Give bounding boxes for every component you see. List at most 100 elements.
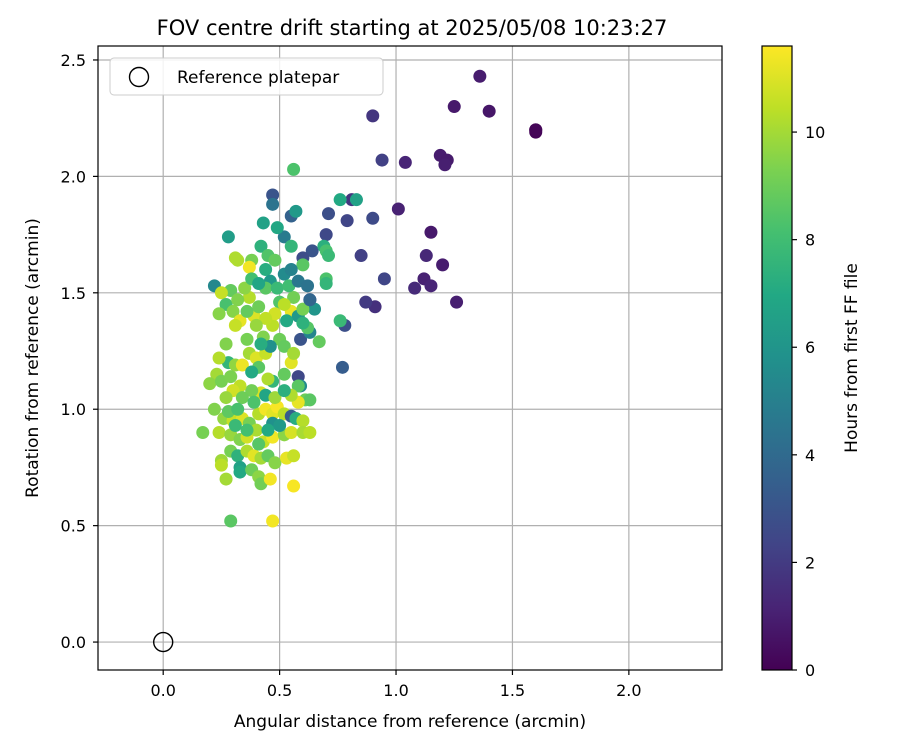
data-point [254, 337, 268, 351]
x-axis-label: Angular distance from reference (arcmin) [234, 712, 586, 732]
legend-marker-open-circle [128, 66, 150, 88]
data-point [438, 158, 452, 172]
data-point [375, 153, 389, 167]
y-tick-label: 2.0 [61, 167, 86, 186]
data-point [419, 249, 433, 263]
colorbar [761, 45, 793, 671]
data-point [207, 402, 221, 416]
data-point [249, 318, 263, 332]
data-point [231, 293, 245, 307]
data-point [252, 300, 266, 314]
data-point [312, 335, 326, 349]
data-point [263, 472, 277, 486]
y-axis-ticks: 0.0 0.5 1.0 1.5 2.0 2.5 [61, 51, 98, 652]
data-point [450, 295, 464, 309]
data-point [233, 465, 247, 479]
data-point [296, 302, 310, 316]
data-point [294, 332, 308, 346]
data-point [284, 239, 298, 253]
data-point [322, 207, 336, 221]
data-point [224, 370, 238, 384]
data-point [359, 295, 373, 309]
data-point [228, 419, 242, 433]
data-point [221, 230, 235, 244]
data-point [280, 314, 294, 328]
data-point [212, 426, 226, 440]
grid-lines [98, 46, 722, 670]
data-point [287, 162, 301, 176]
data-point [333, 193, 347, 207]
data-point [245, 384, 259, 398]
data-point [235, 391, 249, 405]
data-point [284, 263, 298, 277]
data-point [377, 272, 391, 286]
data-point [305, 244, 319, 258]
data-point [284, 426, 298, 440]
data-point [287, 290, 301, 304]
data-point [226, 304, 240, 318]
data-point [228, 251, 242, 265]
data-point [303, 393, 317, 407]
data-point [277, 367, 291, 381]
data-point [287, 449, 301, 463]
data-point [240, 332, 254, 346]
data-point [366, 109, 380, 123]
colorbar-ticks: 0 2 4 6 8 10 [792, 123, 825, 680]
data-point [240, 423, 254, 437]
colorbar-tick-label: 6 [805, 338, 815, 357]
reference-marker [152, 631, 174, 653]
data-point [224, 514, 238, 528]
data-point [212, 351, 226, 365]
data-point [212, 307, 226, 321]
data-point [349, 193, 363, 207]
data-point [424, 279, 438, 293]
data-point [287, 479, 301, 493]
data-point [391, 202, 405, 216]
colorbar-tick-label: 0 [805, 661, 815, 680]
data-point [261, 372, 275, 386]
data-point [245, 365, 259, 379]
data-point [270, 221, 284, 235]
data-point [447, 100, 461, 114]
data-point [268, 391, 282, 405]
chart-title: FOV centre drift starting at 2025/05/08 … [157, 16, 668, 40]
data-point [254, 239, 268, 253]
data-point [398, 155, 412, 169]
legend-box: Reference platepar [109, 57, 384, 96]
data-point [319, 228, 333, 242]
reference-point [152, 631, 174, 653]
data-point [256, 216, 270, 230]
data-point [277, 230, 291, 244]
data-point [277, 339, 291, 353]
data-point [289, 204, 303, 218]
colorbar-label: Hours from first FF file [842, 263, 862, 453]
data-point [259, 263, 273, 277]
y-tick-label: 0.0 [61, 633, 86, 652]
data-point [333, 314, 347, 328]
data-point [296, 316, 310, 330]
data-point [238, 281, 252, 295]
x-tick-label: 1.5 [500, 681, 525, 700]
data-point [335, 360, 349, 374]
colorbar-tick-label: 4 [805, 446, 815, 465]
y-axis-label: Rotation from reference (arcmin) [23, 218, 43, 498]
data-point [266, 514, 280, 528]
legend-entry-reference-platepar: Reference platepar [177, 68, 339, 88]
y-tick-label: 1.0 [61, 400, 86, 419]
data-point [242, 260, 256, 274]
data-point [277, 384, 291, 398]
data-point [249, 423, 263, 437]
data-point [228, 318, 242, 332]
data-point [366, 211, 380, 225]
data-point [203, 377, 217, 391]
data-point [482, 104, 496, 118]
data-point [266, 188, 280, 202]
data-point [270, 281, 284, 295]
x-tick-label: 2.0 [616, 681, 641, 700]
data-point [301, 279, 315, 293]
data-point [424, 225, 438, 239]
data-point [214, 286, 228, 300]
scatter-points [196, 69, 543, 528]
data-point [319, 276, 333, 290]
